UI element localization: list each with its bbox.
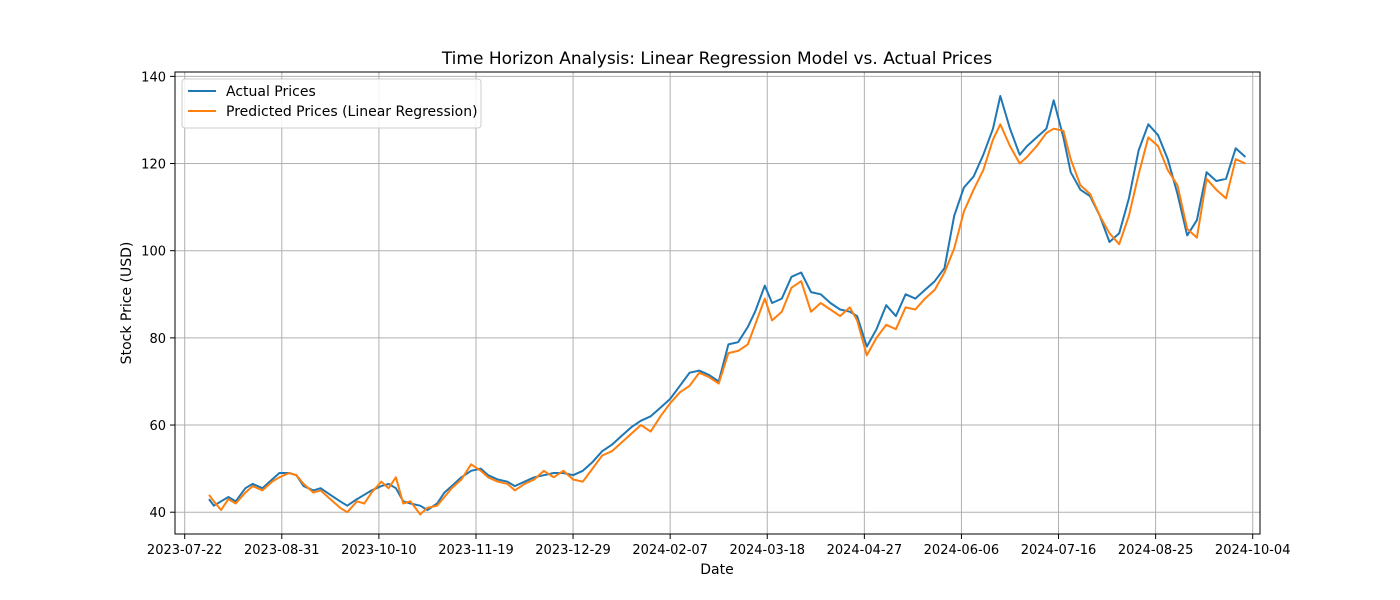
series-line-actual-prices xyxy=(208,95,1247,511)
x-tick-label: 2023-12-29 xyxy=(535,543,611,558)
y-tick-label: 140 xyxy=(141,70,166,85)
grid xyxy=(175,72,1260,534)
series-line-predicted-prices-linear-regression xyxy=(208,123,1246,516)
y-tick-label: 40 xyxy=(149,506,166,521)
x-tick-label: 2023-10-10 xyxy=(341,543,417,558)
x-tick-label: 2023-08-31 xyxy=(244,543,320,558)
x-axis: 2023-07-22 2023-08-31 2023-10-10 2023-11-19… xyxy=(147,534,1291,558)
x-tick-label: 2024-03-18 xyxy=(729,543,805,558)
legend-box xyxy=(181,78,482,129)
series-layer xyxy=(208,95,1247,516)
legend: Actual Prices Predicted Prices (Linear R… xyxy=(181,78,482,129)
plot-frame xyxy=(174,71,1261,535)
x-tick-label: 2023-07-22 xyxy=(147,543,223,558)
x-axis-label: Date xyxy=(700,562,733,578)
x-tick-label: 2024-07-16 xyxy=(1021,543,1097,558)
chart-title: Time Horizon Analysis: Linear Regression… xyxy=(441,49,993,69)
y-axis-label: Stock Price (USD) xyxy=(119,242,135,365)
x-tick-label: 2024-04-27 xyxy=(827,543,903,558)
x-tick-label: 2024-08-25 xyxy=(1118,543,1194,558)
y-tick-label: 60 xyxy=(149,419,166,434)
y-tick-label: 80 xyxy=(149,332,166,347)
x-tick-label: 2024-06-06 xyxy=(924,543,1000,558)
y-axis: 40 60 80 100 120 140 xyxy=(141,70,175,521)
legend-label-actual-prices: Actual Prices xyxy=(226,84,316,100)
y-tick-label: 100 xyxy=(141,245,166,260)
y-tick-label: 120 xyxy=(141,158,166,173)
x-tick-label: 2023-11-19 xyxy=(438,543,514,558)
x-tick-label: 2024-10-04 xyxy=(1215,543,1291,558)
legend-label-predicted-prices: Predicted Prices (Linear Regression) xyxy=(226,104,478,120)
x-tick-label: 2024-02-07 xyxy=(632,543,708,558)
